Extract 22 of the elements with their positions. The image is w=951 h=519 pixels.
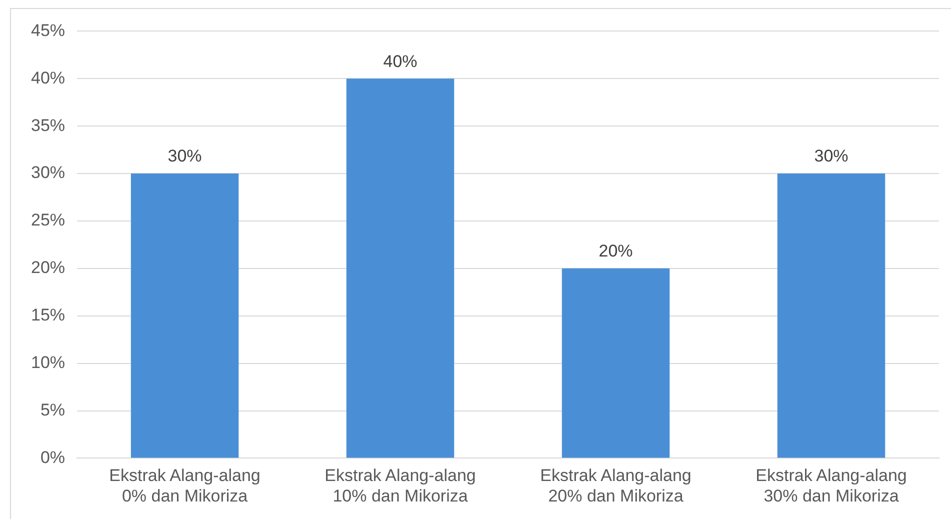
y-tick-label: 5% [40,400,66,420]
y-tick-label: 30% [30,163,66,182]
bar [562,268,670,458]
y-tick-label: 35% [30,116,66,135]
data-label: 20% [598,242,633,261]
bar [130,174,239,458]
y-tick-label: 45% [30,20,66,40]
x-tick-label: Ekstrak Alang-alang 10% dan Mikoriza [324,466,476,506]
data-label: 40% [383,52,418,71]
y-tick-label: 20% [30,258,66,278]
y-tick-label: 15% [30,306,66,325]
data-label: 30% [814,146,848,166]
bar [346,78,454,458]
x-tick-label: Ekstrak Alang-alang 30% dan Mikoriza [756,466,907,506]
y-tick-label: 25% [30,210,66,230]
x-tick-label: Ekstrak Alang-alang 20% dan Mikoriza [540,466,692,506]
y-tick-label: 0% [40,448,66,467]
bar [777,174,886,458]
y-tick-label: 10% [30,353,66,372]
y-tick-label: 40% [30,68,66,88]
data-label: 30% [168,146,202,166]
x-tick-label: Ekstrak Alang-alang 0% dan Mikoriza [109,466,260,506]
